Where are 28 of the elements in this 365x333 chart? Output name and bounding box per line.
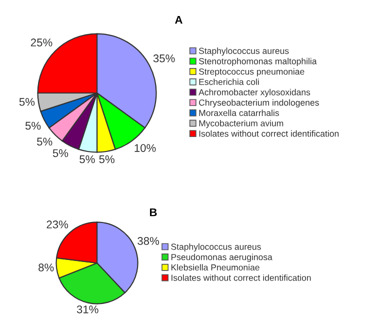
data-label: 8% [38, 264, 54, 272]
legend-label: Isolates without correct identification [172, 274, 311, 281]
data-label: 5% [52, 149, 68, 158]
data-label: 10% [134, 144, 156, 152]
data-label: 5% [36, 138, 52, 146]
legend-label: Moraxella catarrhalis [199, 110, 279, 116]
data-label: 35% [153, 54, 175, 62]
legend-label: Escherichia coli [199, 78, 259, 86]
data-label: 5% [25, 122, 41, 130]
data-label: 38% [138, 237, 160, 245]
chart-title: B [150, 208, 157, 216]
legend-label: Staphylococcus aureus [198, 48, 289, 56]
legend-label: Mycobacterium avium [199, 120, 284, 128]
data-label: 5% [19, 98, 35, 106]
data-label: 5% [99, 155, 114, 164]
chart-title: A [175, 16, 182, 24]
legend-label: Staphylococcus aureus [171, 243, 261, 252]
data-label: 5% [80, 155, 95, 164]
legend-label: Chryseobacterium indologenes [199, 99, 319, 108]
legend-label: Achromobacter xylosoxidans [198, 88, 310, 98]
data-label: 31% [76, 305, 98, 314]
legend-label: Stenotrophomonas maltophilia [198, 58, 317, 66]
data-label: 25% [30, 38, 52, 46]
legend-label: Streptococcus pneumoniae [198, 68, 304, 76]
legend-label: Pseudomonas aeruginosa [171, 254, 272, 262]
legend-label: Klebsiella Pneumoniae [171, 264, 260, 271]
data-label: 23% [46, 220, 68, 228]
legend-label: Isolates without correct identification [199, 130, 339, 137]
